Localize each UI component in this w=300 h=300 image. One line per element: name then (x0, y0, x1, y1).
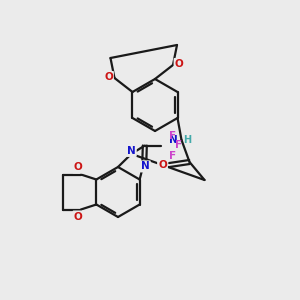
Text: F: F (175, 140, 182, 149)
Text: O: O (74, 163, 82, 172)
Text: N: N (141, 161, 150, 171)
Text: N: N (169, 135, 178, 145)
Text: O: O (175, 59, 183, 69)
Text: O: O (104, 72, 113, 82)
Text: F: F (169, 130, 176, 140)
Text: H: H (184, 135, 192, 145)
Text: O: O (74, 212, 82, 221)
Text: O: O (158, 160, 167, 170)
Text: F: F (169, 151, 176, 160)
Text: N: N (127, 146, 136, 156)
